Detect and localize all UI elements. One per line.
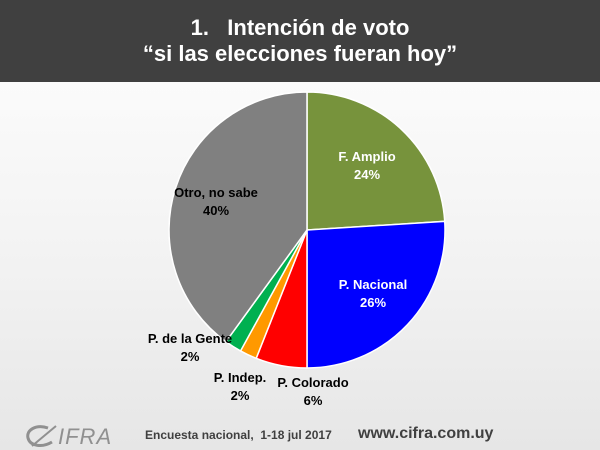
cifra-logo-text: IFRA: [58, 424, 113, 449]
slice-value-p-nacional: 26%: [360, 295, 386, 310]
title-line-1: 1. Intención de voto: [190, 15, 410, 40]
website-link[interactable]: www.cifra.com.uy: [358, 425, 494, 442]
slice-label-p-nacional: P. Nacional: [339, 277, 407, 292]
slice-label-p-indep: P. Indep.: [214, 370, 267, 385]
cifra-logo: IFRA: [22, 424, 118, 449]
slice-value-otro-no-sabe: 40%: [203, 203, 229, 218]
title-line-2: “si las elecciones fueran hoy”: [142, 41, 458, 66]
slice-label-p-colorado: P. Colorado: [277, 375, 348, 390]
pie-slice-f-amplio: [306, 91, 446, 231]
pie-slices: [168, 91, 446, 369]
pie-slice-otro-no-sabe: [168, 91, 308, 343]
pie-chart: F. Amplio 24% P. Nacional 26% P. Colorado 6% P…: [148, 91, 446, 408]
pie-slice-p-nacional: [306, 220, 446, 369]
slice-value-p-de-la-gente: 2%: [181, 349, 200, 364]
slice-label-p-de-la-gente: P. de la Gente: [148, 331, 232, 346]
footer: IFRA Encuesta nacional, 1-18 jul 2017 ww…: [0, 422, 600, 450]
slice-value-p-colorado: 6%: [304, 393, 323, 408]
survey-info: Encuesta nacional, 1-18 jul 2017: [145, 428, 332, 442]
cifra-logo-icon: [26, 425, 57, 447]
slice-label-f-amplio: F. Amplio: [338, 149, 395, 164]
slice-value-p-indep: 2%: [231, 388, 250, 403]
slice-label-otro-no-sabe: Otro, no sabe: [174, 185, 258, 200]
header-banner: 1. Intención de voto “si las elecciones …: [0, 0, 600, 82]
slice-value-f-amplio: 24%: [354, 167, 380, 182]
pie-labels: F. Amplio 24% P. Nacional 26% P. Colorado 6% P…: [148, 149, 407, 408]
